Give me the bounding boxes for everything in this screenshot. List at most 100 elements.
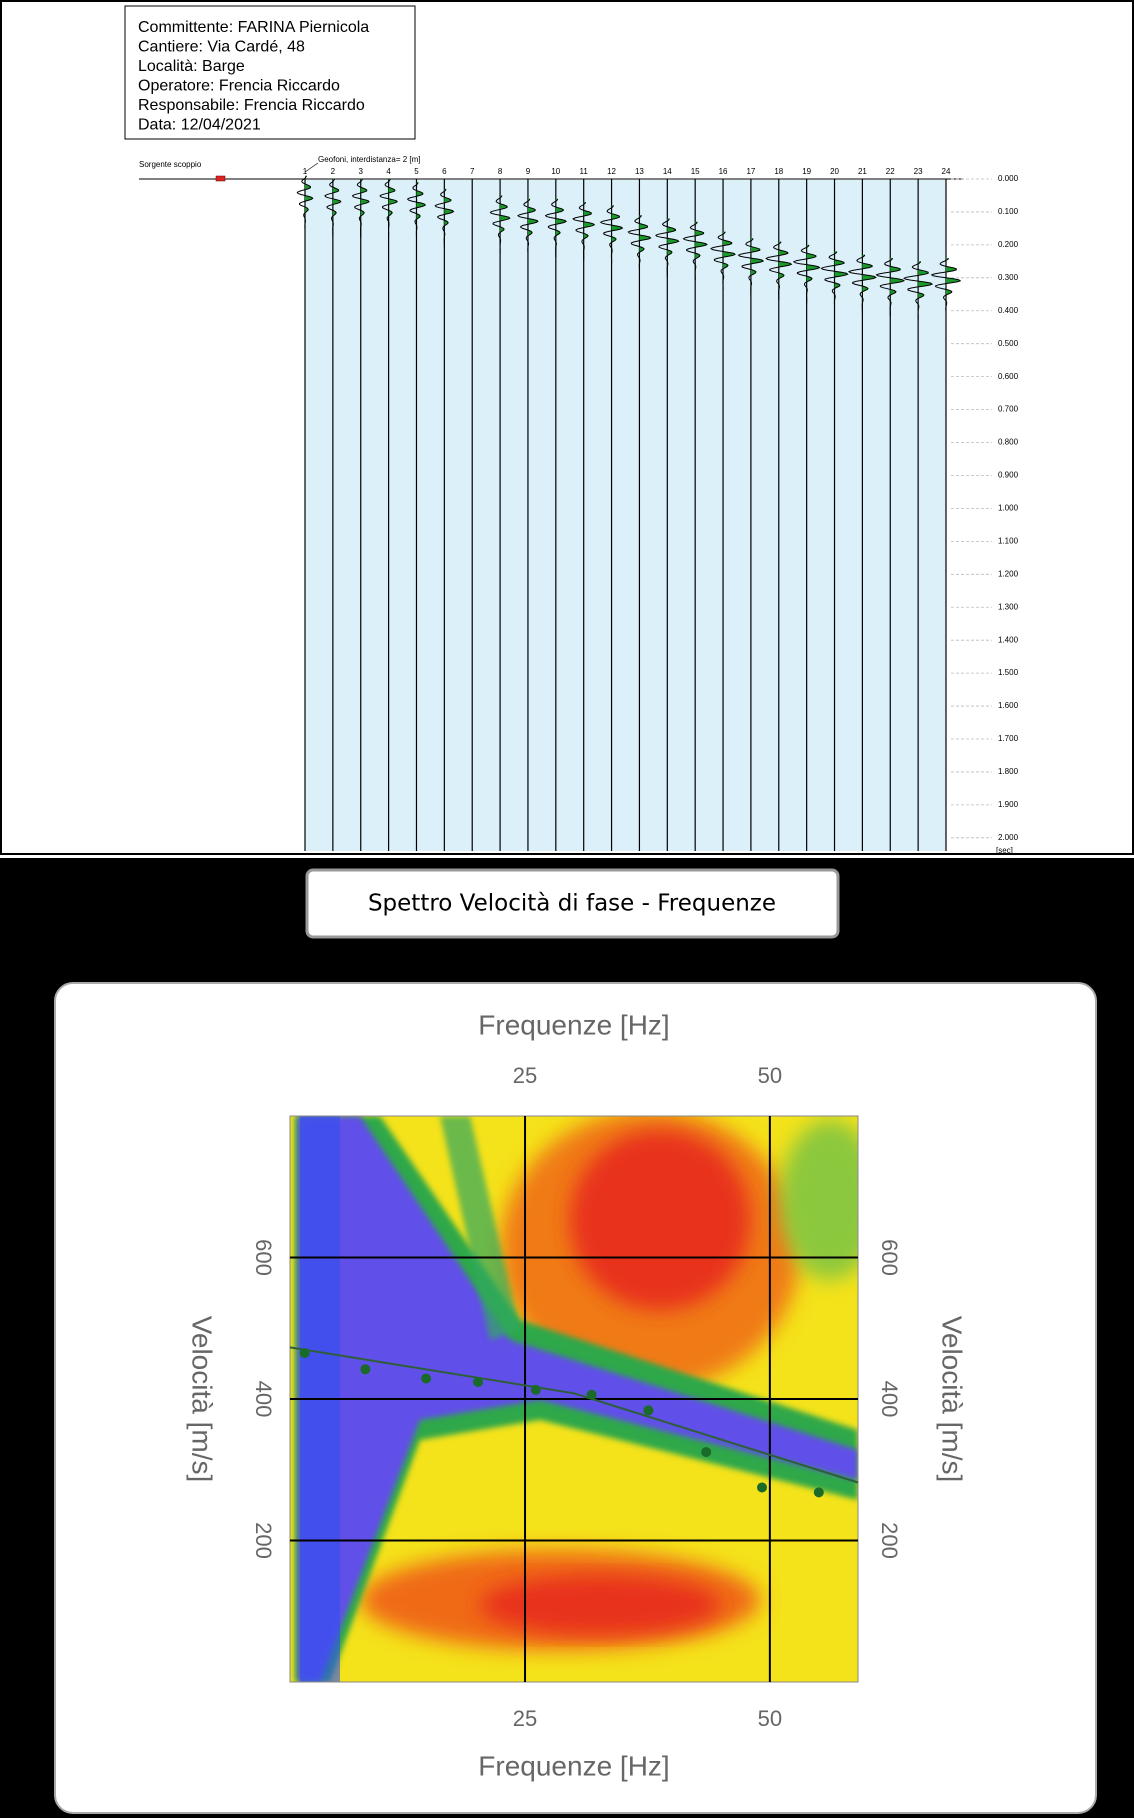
label-leader bbox=[304, 162, 319, 173]
wiggle bbox=[902, 261, 934, 320]
wiggle bbox=[296, 175, 314, 234]
wiggle bbox=[406, 182, 427, 241]
pick-point bbox=[360, 1364, 371, 1375]
wiggle-fill bbox=[778, 241, 792, 301]
pick-point bbox=[643, 1405, 654, 1416]
geophone-number: 14 bbox=[663, 167, 672, 176]
geophone-number: 20 bbox=[830, 167, 839, 176]
wiggle-fill bbox=[500, 195, 510, 255]
geophone-number: 7 bbox=[470, 167, 475, 176]
y-tick-label: 0.400 bbox=[998, 306, 1019, 315]
wiggle-fill bbox=[946, 258, 961, 318]
y-tick-label: 0.200 bbox=[998, 240, 1019, 249]
y-tick-label: 0.500 bbox=[998, 339, 1019, 348]
geophone-number: 24 bbox=[942, 167, 951, 176]
pick-point bbox=[473, 1377, 484, 1388]
wiggle bbox=[434, 188, 455, 248]
wiggle bbox=[737, 238, 765, 297]
seismogram: 0.000 0.100 0.200 0.300 0.400 0.500 0.600 0.700… bbox=[296, 167, 1019, 855]
x-tick-label: 50 bbox=[758, 1706, 782, 1731]
spectrum-title: Spettro Velocità di fase - Frequenze bbox=[368, 891, 776, 917]
geophone-number: 17 bbox=[746, 167, 755, 176]
y-tick-label: 0.800 bbox=[998, 438, 1019, 447]
y-tick-label: 1.200 bbox=[998, 569, 1019, 578]
wiggle-fill bbox=[667, 218, 679, 278]
geophone-number: 15 bbox=[691, 167, 700, 176]
geophone-number: 18 bbox=[774, 167, 783, 176]
wiggle-fill bbox=[890, 258, 904, 318]
y-axis-label: Velocità [m/s] bbox=[187, 1316, 218, 1483]
header-line: Cantiere: Via Cardé, 48 bbox=[138, 39, 305, 56]
geophone-number: 13 bbox=[635, 167, 644, 176]
x-axis-label: Frequenze [Hz] bbox=[478, 1009, 669, 1040]
geophone-number: 23 bbox=[914, 167, 923, 176]
geophone-number: 3 bbox=[359, 167, 364, 176]
x-axis-label: Frequenze [Hz] bbox=[478, 1750, 669, 1781]
y-tick-label: 0.900 bbox=[998, 471, 1019, 480]
y-tick-label: 1.100 bbox=[998, 536, 1019, 545]
y-axis-label: Velocità [m/s] bbox=[937, 1316, 968, 1483]
pick-point bbox=[421, 1373, 432, 1384]
wiggle-fill bbox=[305, 175, 313, 235]
wiggle-fill bbox=[527, 198, 538, 259]
wiggle bbox=[792, 244, 821, 304]
geophone-number: 16 bbox=[719, 167, 728, 176]
y-tick-label: 2.000 bbox=[998, 833, 1019, 842]
y-tick-label: 1.300 bbox=[998, 602, 1019, 611]
wiggle-fill bbox=[862, 254, 876, 315]
pick-point bbox=[299, 1348, 310, 1359]
y-tick-label: 1.900 bbox=[998, 800, 1019, 809]
dispersion-chart: 25 25 50 50 200 200 400 400 600 600 Frequenze [Hz]… bbox=[187, 1009, 968, 1781]
pick-point bbox=[813, 1487, 824, 1498]
wiggle bbox=[572, 201, 596, 261]
x-tick-label: 25 bbox=[513, 1706, 537, 1731]
wiggle-fill bbox=[918, 261, 933, 321]
header-line: Località: Barge bbox=[138, 58, 245, 75]
wiggle bbox=[930, 257, 962, 317]
wiggle-fill bbox=[834, 251, 848, 311]
wiggle-fill bbox=[639, 215, 651, 275]
y-tick-label: 600 bbox=[251, 1239, 276, 1276]
wiggle-fill bbox=[332, 179, 341, 239]
y-tick-label: 0.600 bbox=[998, 372, 1019, 381]
geophone-number: 21 bbox=[858, 167, 867, 176]
source-marker bbox=[215, 175, 226, 182]
y-tick-label: 1.400 bbox=[998, 635, 1019, 644]
wiggle-fill bbox=[388, 179, 398, 239]
geophone-number: 4 bbox=[386, 167, 391, 176]
geophone-number: 10 bbox=[551, 167, 560, 176]
wiggle bbox=[517, 198, 539, 258]
wiggle-fill bbox=[750, 238, 764, 298]
wiggle bbox=[599, 205, 624, 264]
geophone-number: 2 bbox=[331, 167, 336, 176]
header-line: Operatore: Frencia Riccardo bbox=[138, 78, 340, 95]
y-tick-label: 200 bbox=[251, 1522, 276, 1559]
wiggle-fill bbox=[444, 188, 454, 249]
wiggle-fill bbox=[583, 202, 595, 262]
header-line: Committente: FARINA Piernicola bbox=[138, 19, 369, 36]
pick-point bbox=[586, 1389, 597, 1400]
wiggle bbox=[379, 178, 398, 238]
wiggle bbox=[710, 231, 736, 290]
geophone-number: 12 bbox=[607, 167, 616, 176]
wiggle bbox=[820, 251, 849, 310]
wiggle-fill bbox=[360, 179, 369, 239]
y-tick-label: 400 bbox=[877, 1381, 902, 1418]
y-axis-label: [sec] bbox=[996, 846, 1013, 855]
wiggle bbox=[875, 257, 906, 317]
header-line: Responsabile: Frencia Riccardo bbox=[138, 97, 365, 114]
y-tick-label: 0.700 bbox=[998, 405, 1019, 414]
y-tick-label: 0.300 bbox=[998, 273, 1019, 282]
geophone-number: 22 bbox=[886, 167, 895, 176]
wiggle bbox=[655, 218, 680, 277]
y-tick-label: 1.600 bbox=[998, 701, 1019, 710]
header-box bbox=[124, 5, 416, 140]
geophone-number: 11 bbox=[580, 167, 589, 176]
wiggle bbox=[627, 215, 652, 274]
y-tick-label: 400 bbox=[251, 1381, 276, 1418]
wiggle bbox=[489, 195, 511, 254]
title-box bbox=[305, 868, 840, 939]
y-tick-label: 1.800 bbox=[998, 767, 1019, 776]
